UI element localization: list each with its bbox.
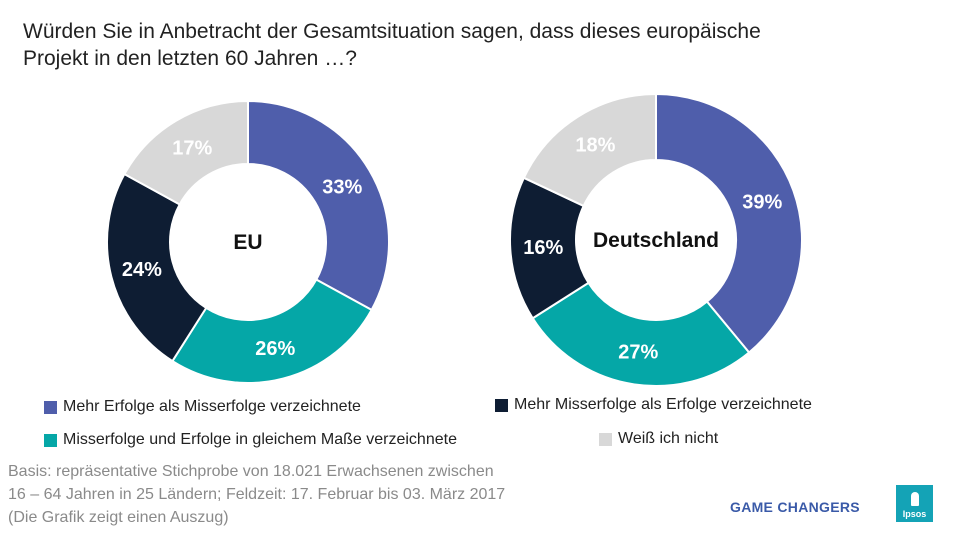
legend-label: Mehr Misserfolge als Erfolge verzeichnet…	[514, 396, 812, 413]
legend-swatch	[599, 432, 612, 446]
legend-label: Mehr Erfolge als Misserfolge verzeichnet…	[63, 398, 361, 415]
slice-eu-0	[247, 99, 390, 312]
slice-deutschland-3	[522, 92, 657, 208]
slice-deutschland-0	[655, 92, 803, 354]
data-label-deutschland-2: 16%	[523, 237, 563, 259]
basis-line-1: Basis: repräsentative Stichprobe von 18.…	[8, 463, 494, 480]
basis-line-2: 16 – 64 Jahren in 25 Ländern; Feldzeit: …	[8, 486, 506, 503]
data-label-eu-3: 17%	[172, 138, 212, 160]
slice-eu-2	[106, 172, 208, 363]
legend-swatch	[44, 400, 57, 414]
chart-title: Würden Sie in Anbetracht der Gesamtsitua…	[23, 18, 923, 72]
data-label-eu-0: 33%	[322, 176, 362, 198]
legend-swatch	[495, 398, 508, 412]
slice-eu-3	[123, 99, 249, 206]
data-label-eu-1: 26%	[255, 338, 295, 360]
data-label-eu-2: 24%	[122, 259, 162, 281]
ipsos-logo-mark	[910, 492, 919, 506]
legend-swatch	[44, 433, 57, 447]
slice-eu-1	[171, 278, 373, 384]
game-changers-tagline: GAME CHANGERS	[730, 499, 860, 515]
legend-item-gleichem-masse: Misserfolge und Erfolge in gleichem Maße…	[44, 431, 457, 449]
center-label-deutschland: Deutschland	[593, 229, 719, 252]
legend-item-mehr-erfolge: Mehr Erfolge als Misserfolge verzeichnet…	[44, 398, 361, 416]
ipsos-logo-text: Ipsos	[902, 509, 927, 519]
title-line-2: Projekt in den letzten 60 Jahren …?	[23, 47, 357, 70]
basis-line-3: (Die Grafik zeigt einen Auszug)	[8, 509, 229, 526]
slice-deutschland-1	[531, 281, 751, 387]
center-label-eu: EU	[233, 231, 262, 254]
legend-item-weiss-nicht: Weiß ich nicht	[599, 430, 718, 448]
donut-deutschland: 39% 27% 16% 18% Deutschland	[509, 92, 803, 387]
legend-label: Misserfolge und Erfolge in gleichem Maße…	[63, 431, 457, 448]
data-label-deutschland-3: 18%	[575, 135, 615, 157]
data-label-deutschland-1: 27%	[618, 342, 658, 364]
legend-label: Weiß ich nicht	[618, 430, 719, 447]
legend-item-mehr-misserfolge: Mehr Misserfolge als Erfolge verzeichnet…	[495, 396, 812, 414]
basis-note: Basis: repräsentative Stichprobe von 18.…	[8, 460, 648, 529]
data-label-deutschland-0: 39%	[742, 192, 782, 214]
donut-eu: 33% 26% 24% 17% EU	[106, 99, 390, 384]
ipsos-logo: Ipsos	[896, 485, 933, 522]
title-line-1: Würden Sie in Anbetracht der Gesamtsitua…	[23, 20, 761, 43]
